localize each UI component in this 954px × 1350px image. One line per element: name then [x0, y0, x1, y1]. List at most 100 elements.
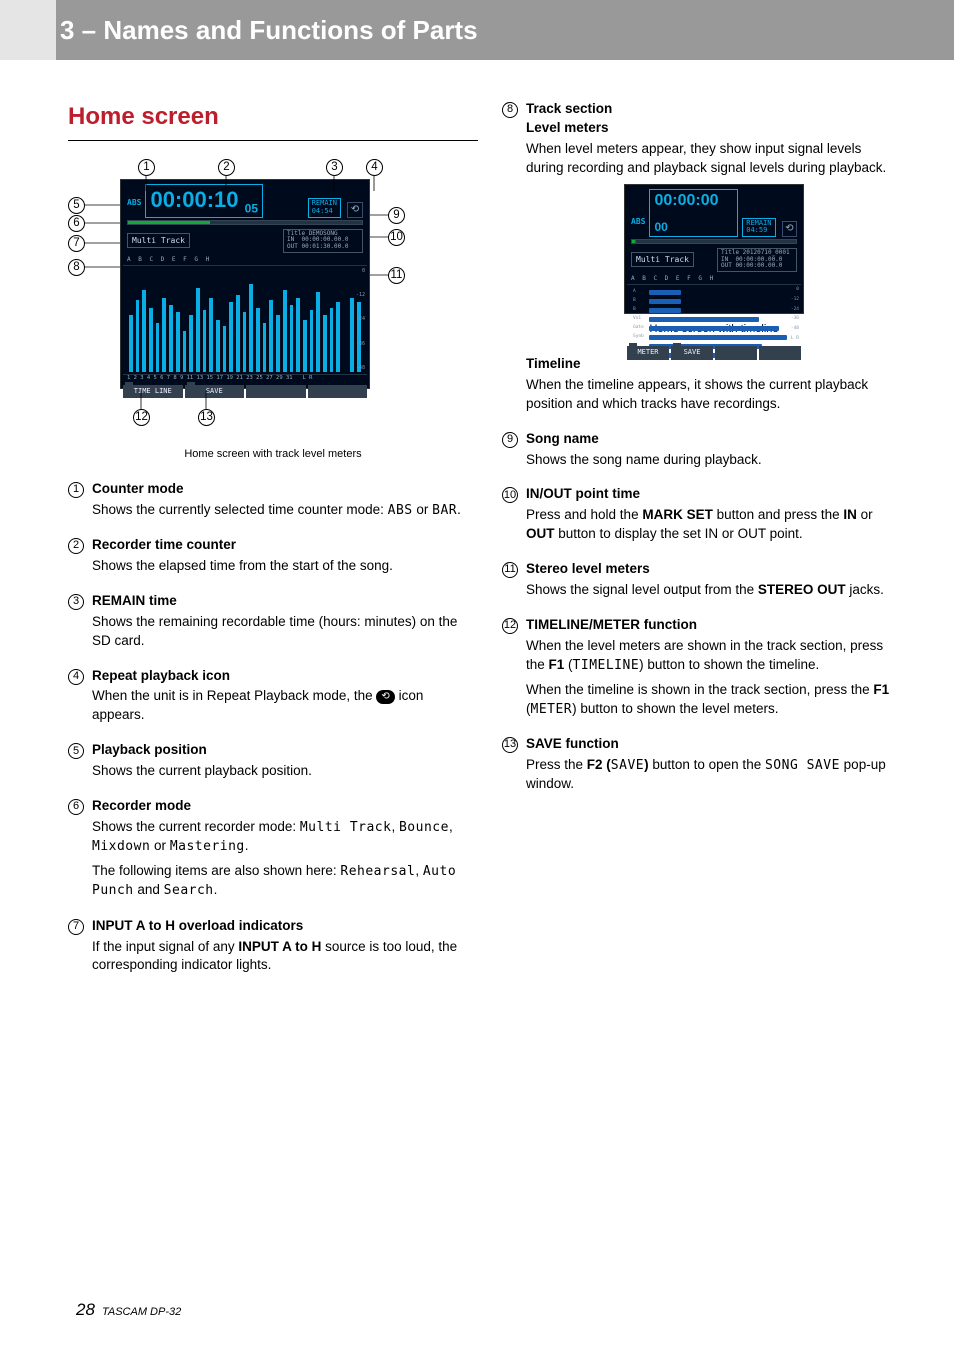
lcd-remain: REMAIN04:54 [308, 198, 341, 217]
item-9: 9 Song name Shows the song name during pla… [502, 430, 902, 476]
item-para: When the timeline appears, it shows the … [526, 376, 902, 414]
chapter-bar: 3 – Names and Functions of Parts [56, 0, 954, 60]
page: 3 – Names and Functions of Parts Home sc… [0, 0, 954, 1350]
item-5: 5 Playback position Shows the current play… [68, 741, 478, 787]
item-2: 2 Recorder time counter Shows the elapsed … [68, 536, 478, 582]
item-body: Stereo level meters Shows the signal leve… [526, 560, 902, 606]
item-body: Song name Shows the song name during play… [526, 430, 902, 476]
footer: 28 TASCAM DP-32 [76, 1298, 181, 1322]
item-para: Shows the currently selected time counte… [92, 501, 478, 520]
item-title: Playback position [92, 741, 478, 760]
item-num: 7 [68, 919, 84, 935]
item-para: When level meters appear, they show inpu… [526, 140, 902, 178]
item-13: 13 SAVE function Press the F2 (SAVE) butto… [502, 735, 902, 800]
item-num: 6 [68, 799, 84, 815]
track-numbers: 1 2 3 4 5 6 7 8 9 11 13 15 17 19 21 23 2… [121, 375, 369, 383]
home-screen-figure: 12345678910111213 ABS 00:00:10 05 REMAIN… [68, 159, 478, 439]
content: Home screen 12345678910111213 ABS 00:00:… [68, 100, 904, 991]
items-right: 8 Track sectionLevel meters When level met… [502, 100, 902, 800]
fn2: SAVE [185, 385, 245, 399]
callout-1: 1 [138, 159, 155, 176]
fn3 [246, 385, 306, 399]
item-6: 6 Recorder modeShows the current recorder… [68, 797, 478, 907]
item-num: 1 [68, 482, 84, 498]
item-body: INPUT A to H overload indicators If the i… [92, 917, 478, 982]
item-title: TIMELINE/METER function [526, 616, 902, 635]
callout-13: 13 [198, 409, 215, 426]
item-body: REMAIN timeShows the remaining recordabl… [92, 592, 478, 657]
item-title: Recorder time counter [92, 536, 478, 555]
item-body: IN/OUT point timePress and hold the MARK… [526, 485, 902, 550]
chapter-title: 3 – Names and Functions of Parts [60, 12, 478, 48]
callout-5: 5 [68, 197, 85, 214]
item-body: Track sectionLevel meters When level mete… [526, 100, 902, 420]
item-12: 12 TIMELINE/METER function When the level … [502, 616, 902, 725]
page-number: 28 [76, 1300, 95, 1319]
item-body: Recorder modeShows the current recorder … [92, 797, 478, 907]
item-para: Shows the song name during playback. [526, 451, 902, 470]
item-title: SAVE function [526, 735, 902, 754]
item-para: If the input signal of any INPUT A to H … [92, 938, 478, 976]
item-para: Press and hold the MARK SET button and p… [526, 506, 902, 544]
item-body: SAVE function Press the F2 (SAVE) button … [526, 735, 902, 800]
item-num: 10 [502, 487, 518, 503]
timeline-figure: ABS00:00:00 00REMAIN04:59⟲Multi TrackTit… [526, 184, 902, 337]
lcd-mode: Multi Track [127, 233, 190, 248]
callout-8: 8 [68, 259, 85, 276]
callout-2: 2 [218, 159, 235, 176]
item-body: Playback position Shows the current playb… [92, 741, 478, 787]
item-title: Track section [526, 100, 902, 119]
item-para: When the level meters are shown in the t… [526, 637, 902, 675]
playhead [127, 220, 363, 225]
callout-10: 10 [388, 229, 405, 246]
item-4: 4 Repeat playback iconWhen the unit is in… [68, 667, 478, 732]
fn1: TIME LINE [123, 385, 183, 399]
item-para: Shows the signal level output from the S… [526, 581, 902, 600]
callout-7: 7 [68, 235, 85, 252]
meter-scale: 0-12-24-36-48 [353, 266, 365, 374]
item-3: 3 REMAIN timeShows the remaining recordab… [68, 592, 478, 657]
items-left: 1 Counter modeShows the currently selecte… [68, 480, 478, 981]
fig1-caption: Home screen with track level meters [68, 447, 478, 462]
item-num: 13 [502, 737, 518, 753]
item-num: 4 [68, 669, 84, 685]
item-body: Counter modeShows the currently selected… [92, 480, 478, 526]
callout-6: 6 [68, 215, 85, 232]
item-num: 11 [502, 562, 518, 578]
item-num: 3 [68, 594, 84, 610]
item-7: 7 INPUT A to H overload indicators If the … [68, 917, 478, 982]
left-column: Home screen 12345678910111213 ABS 00:00:… [68, 100, 478, 991]
footer-model: TASCAM DP-32 [102, 1306, 181, 1318]
item-title: Recorder mode [92, 797, 478, 816]
item-subtitle: Level meters [526, 119, 902, 138]
item-title: Song name [526, 430, 902, 449]
item-11: 11 Stereo level meters Shows the signal le… [502, 560, 902, 606]
fn4 [308, 385, 368, 399]
item-num: 12 [502, 618, 518, 634]
item-title: Repeat playback icon [92, 667, 478, 686]
item-num: 5 [68, 743, 84, 759]
item-para: Shows the elapsed time from the start of… [92, 557, 478, 576]
right-column: 8 Track sectionLevel meters When level met… [502, 100, 902, 991]
callout-11: 11 [388, 267, 405, 284]
level-meters: 0-12-24-36-48 [123, 265, 367, 375]
item-body: TIMELINE/METER function When the level me… [526, 616, 902, 725]
item-title: REMAIN time [92, 592, 478, 611]
item-para: Shows the current playback position. [92, 762, 478, 781]
item-title: Stereo level meters [526, 560, 902, 579]
item-10: 10 IN/OUT point timePress and hold the MA… [502, 485, 902, 550]
item-1: 1 Counter modeShows the currently selecte… [68, 480, 478, 526]
item-para: The following items are also shown here:… [92, 862, 478, 900]
lcd-time: 00:00:10 05 [145, 184, 263, 218]
item-body: Repeat playback iconWhen the unit is in … [92, 667, 478, 732]
callout-9: 9 [388, 207, 405, 224]
left-margin-stub [0, 0, 56, 60]
item-num: 8 [502, 102, 518, 118]
item-title: INPUT A to H overload indicators [92, 917, 478, 936]
item-para: Press the F2 (SAVE) button to open the S… [526, 756, 902, 794]
lcd-inputs: A B C D E F G H [121, 255, 369, 265]
callout-12: 12 [133, 409, 150, 426]
item-num: 2 [68, 538, 84, 554]
lcd-abs: ABS [127, 197, 141, 208]
item-num: 9 [502, 432, 518, 448]
